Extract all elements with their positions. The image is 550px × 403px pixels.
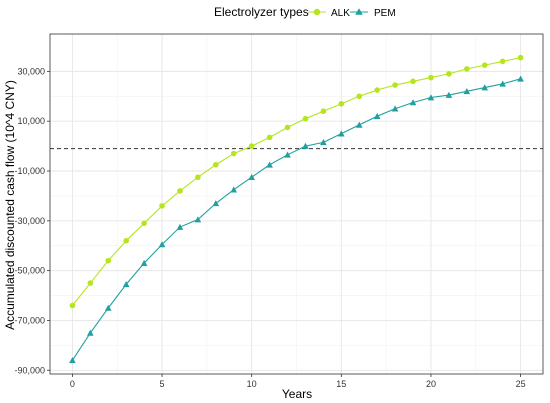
data-point-alk — [446, 71, 452, 77]
data-point-pem — [122, 281, 130, 288]
y-tick-label: 30,000 — [17, 66, 45, 76]
data-point-pem — [445, 91, 453, 98]
data-point-pem — [140, 259, 148, 266]
data-point-pem — [481, 84, 489, 91]
data-point-alk — [320, 108, 327, 115]
data-point-alk — [159, 203, 165, 209]
legend-label-alk: ALK — [331, 8, 350, 19]
x-tick-label: 0 — [70, 379, 75, 389]
data-point-alk — [123, 237, 129, 244]
series-line-pem — [71, 78, 521, 361]
data-point-pem — [266, 161, 273, 168]
data-point-alk — [248, 143, 255, 149]
legend: Electrolyzer types ALK PEM — [214, 5, 396, 19]
data-point-pem — [284, 151, 291, 158]
data-point-alk — [213, 161, 219, 168]
y-tick-label: -70,000 — [14, 315, 45, 325]
data-point-pem — [391, 105, 399, 112]
data-point-alk — [302, 115, 309, 122]
y-tick-label: -30,000 — [14, 216, 45, 226]
data-point-alk — [464, 66, 470, 72]
data-point-pem — [87, 329, 94, 336]
data-point-alk — [481, 62, 488, 68]
data-point-pem — [104, 304, 112, 311]
data-point-pem — [427, 94, 435, 101]
grid-major — [50, 34, 543, 374]
y-axis-title: Accumulated discounted cash flow (10^4 C… — [3, 80, 17, 330]
y-tick-label: -90,000 — [14, 365, 45, 375]
data-point-pem — [230, 186, 238, 193]
data-point-alk — [428, 74, 434, 81]
series-line-alk — [71, 57, 521, 306]
data-point-alk — [105, 257, 112, 264]
x-tick-label: 25 — [516, 379, 526, 389]
data-point-pem — [176, 223, 184, 230]
x-axis: 0 5 10 15 20 25 — [70, 374, 526, 389]
data-point-alk — [69, 302, 76, 309]
grid-minor — [50, 34, 543, 374]
legend-marker-alk — [313, 8, 321, 16]
data-point-alk — [410, 78, 416, 85]
legend-marker-pem — [355, 8, 363, 15]
data-point-pem — [248, 173, 255, 181]
series-layer — [69, 54, 524, 364]
data-point-alk — [266, 134, 273, 141]
data-point-alk — [517, 54, 524, 61]
data-point-alk — [230, 150, 237, 157]
y-tick-label: -50,000 — [14, 266, 45, 276]
data-point-pem — [499, 80, 506, 87]
data-point-alk — [284, 124, 291, 131]
data-point-alk — [356, 93, 363, 100]
legend-label-pem: PEM — [374, 8, 396, 19]
data-point-alk — [338, 100, 345, 107]
x-tick-label: 10 — [247, 379, 257, 389]
data-point-pem — [69, 357, 76, 364]
y-tick-label: -10,000 — [14, 166, 45, 176]
x-tick-label: 15 — [336, 379, 346, 389]
data-point-alk — [392, 82, 398, 88]
data-point-pem — [158, 241, 166, 248]
data-point-pem — [320, 139, 327, 146]
data-point-alk — [374, 87, 380, 93]
data-point-pem — [373, 112, 381, 120]
data-point-alk — [177, 188, 183, 194]
data-point-pem — [463, 87, 471, 95]
data-point-pem — [302, 142, 309, 149]
data-point-pem — [338, 130, 345, 137]
data-point-alk — [87, 280, 94, 286]
plot-panel — [49, 33, 544, 375]
data-point-pem — [517, 75, 524, 82]
data-point-alk — [141, 220, 147, 227]
data-point-pem — [409, 99, 417, 106]
data-point-alk — [195, 174, 201, 181]
legend-title: Electrolyzer types — [214, 5, 309, 19]
x-tick-label: 5 — [160, 379, 165, 389]
x-tick-label: 20 — [426, 379, 436, 389]
data-point-alk — [499, 58, 506, 65]
data-point-pem — [194, 216, 202, 223]
data-point-pem — [212, 200, 220, 207]
x-axis-title: Years — [282, 387, 312, 401]
data-point-pem — [355, 121, 363, 128]
y-tick-label: 10,000 — [17, 116, 45, 126]
y-axis: 30,000 10,000 -10,000 -30,000 -50,000 -70,000… — [14, 66, 50, 375]
